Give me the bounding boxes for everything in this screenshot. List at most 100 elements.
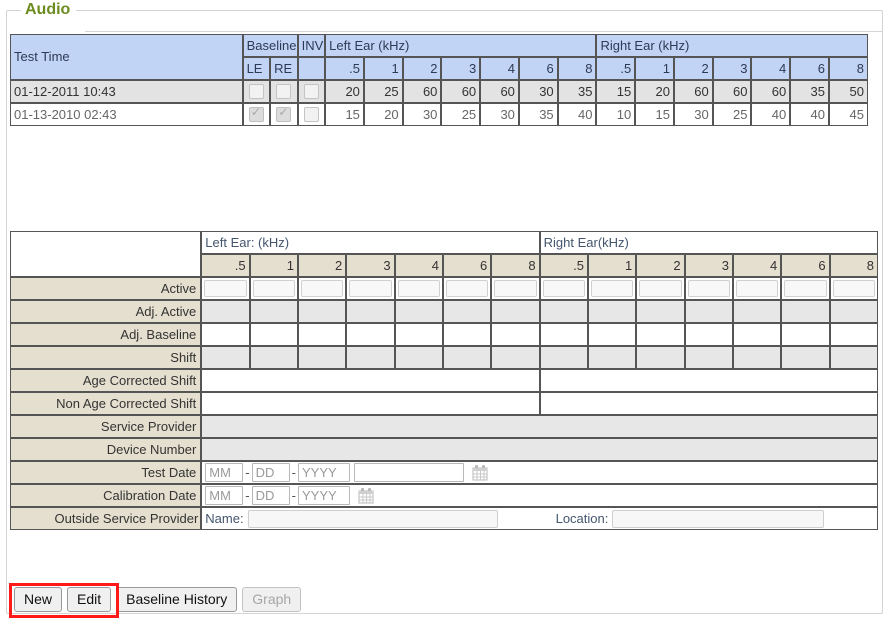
edit-button[interactable]: Edit	[67, 587, 112, 612]
header-freq-right-2: 2	[673, 57, 713, 80]
table-row[interactable]: 01-12-2011 10:43 20 25 60 60 60 30 35 15 20 60 60 60…	[10, 80, 868, 103]
cell-right-4: 60	[751, 80, 791, 103]
checkbox-baseline-re[interactable]	[276, 105, 292, 123]
input-active-13[interactable]	[832, 280, 875, 297]
header-baseline-le: LE	[242, 57, 271, 80]
detail-row-adj-active: Adj. Active	[10, 300, 878, 323]
cell-shift-10	[684, 346, 733, 369]
cell-active-0	[201, 277, 250, 300]
input-active-5[interactable]	[445, 280, 489, 297]
detail-freq-right-2: 2	[636, 254, 685, 277]
detail-freq-left-.5: .5	[201, 254, 250, 277]
cell-left-6: 30	[518, 80, 558, 103]
input-active-7[interactable]	[542, 280, 585, 297]
cell-shift-12	[781, 346, 830, 369]
test-date-time-input[interactable]	[353, 463, 464, 482]
cell-adj-active-12	[781, 300, 830, 323]
detail-freq-right-4: 4	[732, 254, 782, 277]
cell-left-8: 40	[557, 103, 597, 126]
calendar-icon[interactable]	[472, 464, 488, 481]
detail-group-left-ear: Left Ear: (kHz)	[201, 231, 540, 254]
input-active-10[interactable]	[687, 280, 730, 297]
detail-freq-left-1: 1	[249, 254, 298, 277]
cell-shift-2	[297, 346, 347, 369]
cell-active-12	[781, 277, 830, 300]
header-baseline-re: RE	[270, 57, 298, 80]
cell-shift-5	[442, 346, 492, 369]
label-shift: Shift	[10, 346, 202, 369]
detail-row-non-age-corrected-shift: Non Age Corrected Shift	[10, 392, 878, 415]
calendar-icon[interactable]	[358, 487, 374, 504]
header-inv: INV	[297, 34, 326, 57]
calibration-date-day-input[interactable]: DD	[251, 486, 290, 505]
cell-non-age-corrected-shift-right	[539, 392, 878, 415]
test-date-month-input[interactable]: MM	[205, 463, 244, 482]
header-freq-left-.5: .5	[325, 57, 364, 80]
input-active-6[interactable]	[494, 280, 537, 297]
detail-header-row-1: Left Ear: (kHz) Right Ear(kHz)	[10, 231, 878, 277]
detail-corner-cell	[10, 231, 202, 277]
detail-row-age-corrected-shift: Age Corrected Shift	[10, 369, 878, 392]
cell-left-8: 35	[557, 80, 597, 103]
cell-right-.5: 10	[596, 103, 636, 126]
header-freq-left-2: 2	[402, 57, 442, 80]
table-row[interactable]: 01-13-2010 02:43152030253035401015302540…	[10, 103, 868, 126]
detail-row-active: Active	[10, 277, 878, 300]
detail-row-device-number: Device Number	[10, 438, 878, 461]
input-active-0[interactable]	[204, 280, 247, 297]
header-right-ear: Right Ear (kHz)	[596, 34, 868, 57]
cell-adj-active-9	[636, 300, 685, 323]
cell-adj-baseline-10	[684, 323, 733, 346]
input-active-11[interactable]	[735, 280, 779, 297]
input-active-4[interactable]	[397, 280, 440, 297]
header-freq-right-6: 6	[790, 57, 829, 80]
cell-adj-active-2	[297, 300, 347, 323]
detail-freq-right-3: 3	[684, 254, 733, 277]
cell-active-9	[636, 277, 685, 300]
input-active-1[interactable]	[252, 280, 295, 297]
detail-row-adj-baseline: Adj. Baseline	[10, 323, 878, 346]
label-service-provider: Service Provider	[10, 415, 202, 438]
cell-left-4: 30	[480, 103, 519, 126]
osp-name-input[interactable]	[247, 509, 498, 528]
checkbox-inv[interactable]	[303, 84, 319, 100]
calibration-date-month-input[interactable]: MM	[205, 486, 244, 505]
input-active-2[interactable]	[300, 280, 344, 297]
input-active-12[interactable]	[784, 280, 827, 297]
label-active: Active	[10, 277, 202, 300]
detail-freq-right-1: 1	[587, 254, 637, 277]
input-active-8[interactable]	[590, 280, 634, 297]
test-date-year-input[interactable]: YYYY	[297, 463, 350, 482]
input-active-9[interactable]	[639, 280, 682, 297]
osp-location-input[interactable]	[612, 509, 825, 528]
cell-active-4	[394, 277, 443, 300]
detail-row-outside-service-provider: Outside Service Provider Name: Location:	[10, 507, 878, 530]
cell-active-3	[346, 277, 395, 300]
cell-left-2: 60	[402, 80, 442, 103]
cell-adj-baseline-5	[442, 323, 492, 346]
header-test-time: Test Time	[10, 34, 243, 80]
header-freq-left-1: 1	[363, 57, 403, 80]
checkbox-baseline-le[interactable]	[248, 105, 264, 123]
cell-non-age-corrected-shift-left	[201, 392, 540, 415]
cell-adj-baseline-12	[781, 323, 830, 346]
new-button[interactable]: New	[14, 587, 63, 612]
cell-left-6: 35	[518, 103, 558, 126]
baseline-history-button[interactable]: Baseline History	[116, 587, 238, 612]
header-freq-right-1: 1	[635, 57, 674, 80]
calibration-date-year-input[interactable]: YYYY	[297, 486, 350, 505]
input-active-3[interactable]	[349, 280, 392, 297]
label-adj-active: Adj. Active	[10, 300, 202, 323]
cell-left-3: 25	[441, 103, 481, 126]
header-freq-left-3: 3	[441, 57, 481, 80]
cell-checkbox-baseline-le	[242, 80, 271, 103]
checkbox-inv[interactable]	[303, 107, 319, 123]
calibration-date-separator-1: -	[245, 487, 250, 503]
cell-active-1	[249, 277, 298, 300]
test-date-day-input[interactable]: DD	[251, 463, 290, 482]
detail-freq-right-6: 6	[781, 254, 830, 277]
checkbox-baseline-le[interactable]	[248, 84, 264, 100]
cell-outside-service-provider: Name: Location:	[201, 507, 878, 530]
cell-left-1: 20	[363, 103, 403, 126]
checkbox-baseline-re[interactable]	[276, 84, 292, 100]
